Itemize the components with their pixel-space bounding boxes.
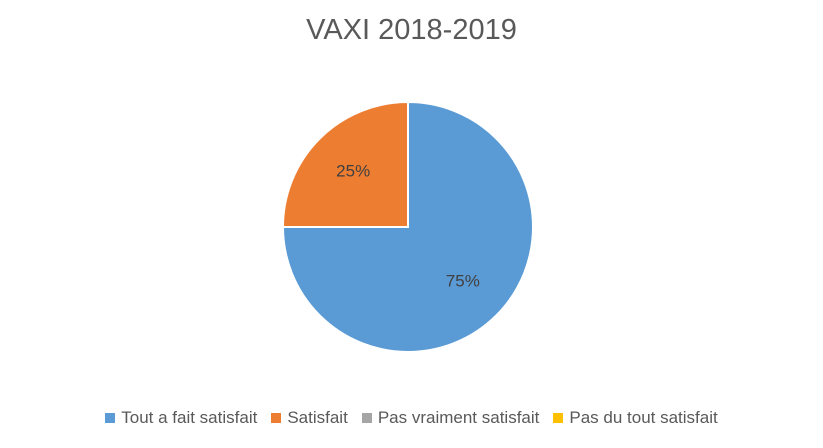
legend-label-tout-a-fait-satisfait: Tout a fait satisfait (121, 408, 258, 427)
chart-title: VAXI 2018-2019 (306, 14, 517, 46)
legend-item-pas-vraiment-satisfait: Pas vraiment satisfait (361, 408, 540, 428)
pie-slice-satisfait (281, 100, 409, 228)
legend-swatch-pas-vraiment-satisfait (361, 413, 372, 423)
legend: Tout a fait satisfait Satisfait Pas vraime… (0, 408, 823, 428)
data-label-tout-a-fait-satisfait: 75% (446, 271, 480, 290)
pie-slice-tout-a-fait-satisfait (281, 100, 534, 353)
legend-swatch-satisfait (271, 413, 282, 423)
legend-swatch-tout-a-fait-satisfait (105, 413, 116, 423)
legend-swatch-pas-du-tout-satisfait (553, 413, 564, 423)
data-label-satisfait: 25% (336, 162, 370, 181)
legend-label-pas-vraiment-satisfait: Pas vraiment satisfait (377, 408, 540, 427)
legend-item-satisfait: Satisfait (271, 408, 348, 428)
legend-label-pas-du-tout-satisfait: Pas du tout satisfait (569, 408, 718, 427)
legend-item-pas-du-tout-satisfait: Pas du tout satisfait (553, 408, 718, 428)
legend-label-satisfait: Satisfait (287, 408, 348, 427)
legend-item-tout-a-fait-satisfait: Tout a fait satisfait (105, 408, 257, 428)
